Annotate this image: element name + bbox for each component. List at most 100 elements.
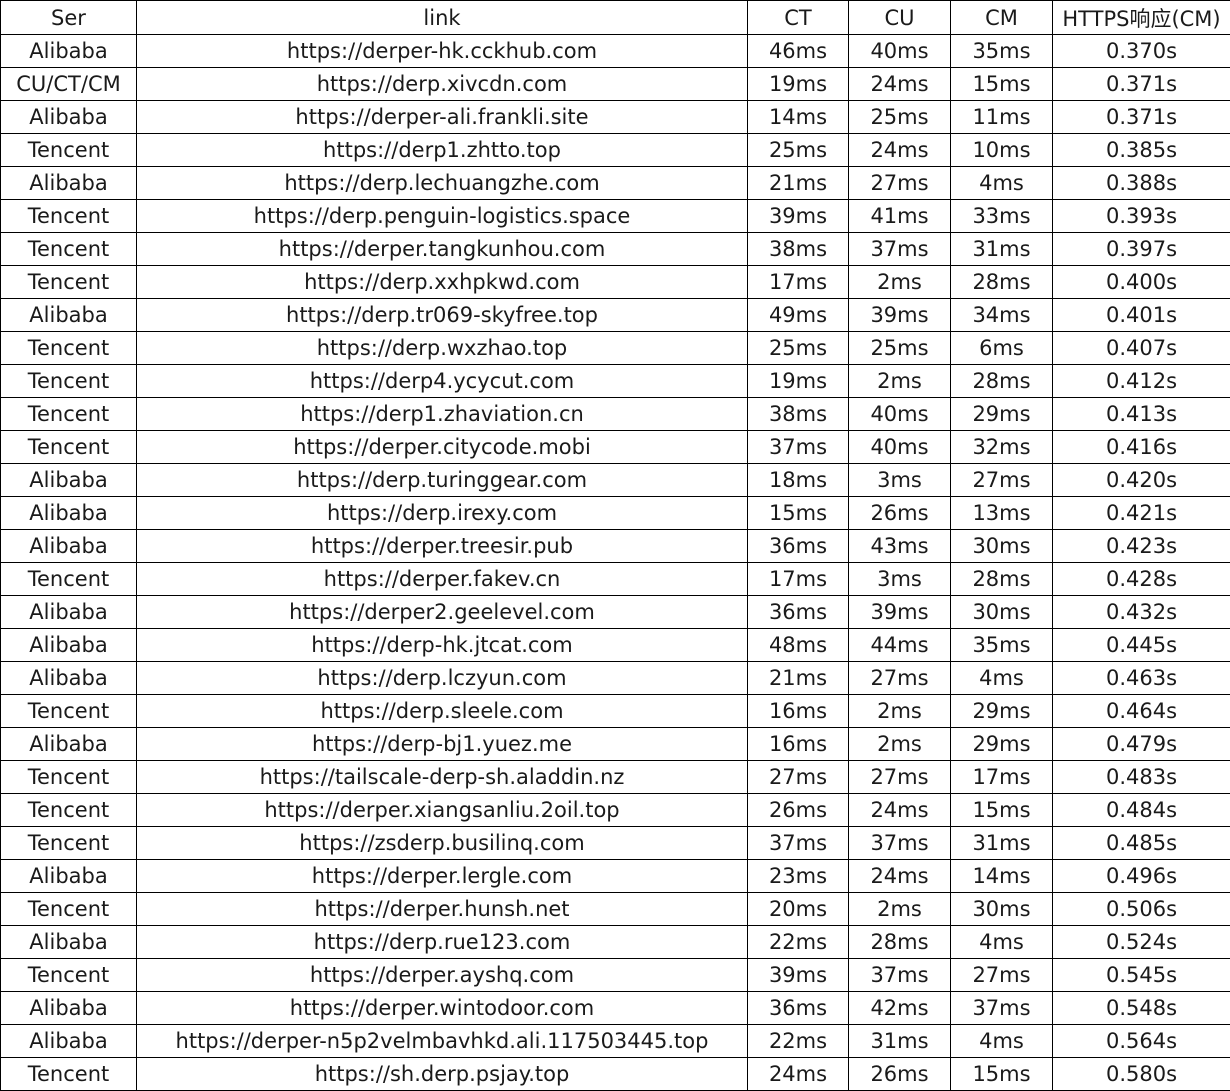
cell-ct: 36ms <box>748 530 849 563</box>
cell-cu: 3ms <box>849 464 951 497</box>
cell-cm: 27ms <box>951 464 1053 497</box>
cell-cm: 27ms <box>951 959 1053 992</box>
cell-https-response: 0.464s <box>1053 695 1230 728</box>
cell-ct: 20ms <box>748 893 849 926</box>
cell-cu: 26ms <box>849 497 951 530</box>
cell-ct: 22ms <box>748 1025 849 1058</box>
cell-cu: 2ms <box>849 266 951 299</box>
cell-link: https://derp.irexy.com <box>137 497 748 530</box>
cell-link: https://derp.rue123.com <box>137 926 748 959</box>
cell-cu: 24ms <box>849 68 951 101</box>
cell-https-response: 0.463s <box>1053 662 1230 695</box>
cell-cu: 27ms <box>849 761 951 794</box>
cell-link: https://derper-n5p2velmbavhkd.ali.117503… <box>137 1025 748 1058</box>
cell-ct: 16ms <box>748 728 849 761</box>
cell-cm: 10ms <box>951 134 1053 167</box>
cell-link: https://derper.ayshq.com <box>137 959 748 992</box>
cell-ser: Tencent <box>1 695 137 728</box>
cell-link: https://derper.treesir.pub <box>137 530 748 563</box>
cell-ct: 21ms <box>748 167 849 200</box>
column-header-https-response: HTTPS响应(CM) <box>1053 1 1230 35</box>
cell-cm: 30ms <box>951 596 1053 629</box>
cell-ser: Tencent <box>1 1058 137 1091</box>
cell-link: https://derper.citycode.mobi <box>137 431 748 464</box>
cell-ct: 18ms <box>748 464 849 497</box>
cell-ct: 23ms <box>748 860 849 893</box>
cell-cu: 40ms <box>849 398 951 431</box>
cell-cm: 29ms <box>951 398 1053 431</box>
cell-cu: 44ms <box>849 629 951 662</box>
cell-link: https://derper.tangkunhou.com <box>137 233 748 266</box>
cell-ct: 17ms <box>748 563 849 596</box>
cell-link: https://derp.lechuangzhe.com <box>137 167 748 200</box>
cell-link: https://derp.sleele.com <box>137 695 748 728</box>
column-header-ct: CT <box>748 1 849 35</box>
cell-ct: 25ms <box>748 134 849 167</box>
cell-ct: 38ms <box>748 398 849 431</box>
cell-https-response: 0.416s <box>1053 431 1230 464</box>
cell-ser: Tencent <box>1 365 137 398</box>
cell-link: https://derp4.ycycut.com <box>137 365 748 398</box>
cell-link: https://derper-ali.frankli.site <box>137 101 748 134</box>
cell-ct: 39ms <box>748 200 849 233</box>
cell-ct: 15ms <box>748 497 849 530</box>
cell-ser: Tencent <box>1 431 137 464</box>
cell-https-response: 0.432s <box>1053 596 1230 629</box>
cell-cu: 24ms <box>849 794 951 827</box>
cell-https-response: 0.485s <box>1053 827 1230 860</box>
cell-https-response: 0.564s <box>1053 1025 1230 1058</box>
cell-ct: 46ms <box>748 35 849 68</box>
cell-ct: 25ms <box>748 332 849 365</box>
cell-https-response: 0.407s <box>1053 332 1230 365</box>
cell-https-response: 0.401s <box>1053 299 1230 332</box>
cell-https-response: 0.393s <box>1053 200 1230 233</box>
cell-https-response: 0.412s <box>1053 365 1230 398</box>
cell-cm: 4ms <box>951 1025 1053 1058</box>
cell-cm: 15ms <box>951 794 1053 827</box>
cell-cm: 31ms <box>951 827 1053 860</box>
cell-https-response: 0.548s <box>1053 992 1230 1025</box>
cell-link: https://derper.hunsh.net <box>137 893 748 926</box>
cell-cm: 28ms <box>951 365 1053 398</box>
cell-cm: 33ms <box>951 200 1053 233</box>
cell-link: https://sh.derp.psjay.top <box>137 1058 748 1091</box>
cell-cm: 4ms <box>951 662 1053 695</box>
cell-cm: 17ms <box>951 761 1053 794</box>
cell-cm: 37ms <box>951 992 1053 1025</box>
cell-ser: Alibaba <box>1 167 137 200</box>
cell-link: https://derper.lergle.com <box>137 860 748 893</box>
cell-ct: 37ms <box>748 827 849 860</box>
cell-cm: 30ms <box>951 530 1053 563</box>
cell-link: https://derp.xivcdn.com <box>137 68 748 101</box>
cell-link: https://derp.wxzhao.top <box>137 332 748 365</box>
cell-ser: Alibaba <box>1 299 137 332</box>
cell-ct: 16ms <box>748 695 849 728</box>
cell-ct: 24ms <box>748 1058 849 1091</box>
cell-link: https://derp.xxhpkwd.com <box>137 266 748 299</box>
cell-cm: 6ms <box>951 332 1053 365</box>
cell-https-response: 0.428s <box>1053 563 1230 596</box>
cell-ser: Tencent <box>1 134 137 167</box>
cell-https-response: 0.479s <box>1053 728 1230 761</box>
cell-cu: 41ms <box>849 200 951 233</box>
cell-ser: Alibaba <box>1 926 137 959</box>
cell-cu: 28ms <box>849 926 951 959</box>
cell-https-response: 0.371s <box>1053 101 1230 134</box>
